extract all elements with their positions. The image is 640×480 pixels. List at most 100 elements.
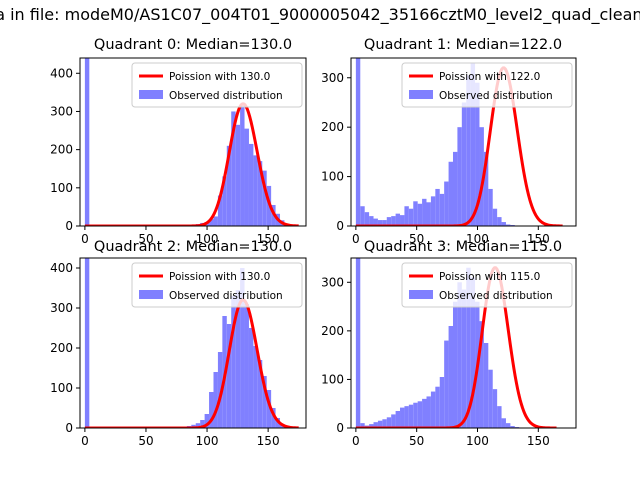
histogram-bar — [377, 220, 383, 226]
legend-bar-swatch — [409, 90, 433, 99]
poisson-curve — [355, 266, 557, 428]
histogram-bar — [413, 201, 418, 226]
histogram-bar — [426, 396, 431, 428]
y-tick-label: 300 — [50, 301, 73, 315]
legend-label-observed: Observed distribution — [169, 290, 283, 302]
histogram-bar — [271, 408, 276, 428]
histogram-bar — [501, 222, 506, 226]
histogram-bar — [430, 196, 436, 226]
histogram-bar — [209, 392, 214, 428]
axes-frame — [350, 57, 577, 227]
histogram-bar — [253, 155, 258, 226]
legend-bar-swatch — [139, 90, 163, 99]
histogram-bar — [461, 102, 467, 226]
legend-label-poisson: Poission with 130.0 — [169, 71, 270, 83]
histogram-bar — [217, 352, 223, 428]
histogram-bar — [452, 151, 458, 226]
histogram-bar — [417, 401, 423, 428]
y-tick-label: 200 — [50, 341, 73, 355]
x-tick-label: 100 — [196, 232, 219, 246]
y-tick-label: 200 — [50, 143, 73, 157]
histogram-bar — [404, 206, 409, 226]
histogram-bar — [426, 202, 431, 226]
histogram-bar — [457, 127, 462, 226]
histogram-bar — [262, 170, 267, 226]
histogram-bar — [505, 423, 511, 428]
histogram-bar — [488, 188, 493, 226]
y-tick-label: 0 — [336, 219, 344, 233]
legend-label-observed: Observed distribution — [439, 90, 553, 102]
legend: Poission with 115.0 Observed distribution — [401, 262, 573, 308]
histogram-bar — [408, 404, 414, 428]
histogram-bar — [244, 304, 249, 428]
histogram-bar — [457, 282, 462, 428]
y-tick-label: 100 — [50, 181, 73, 195]
histogram-bar — [400, 215, 405, 226]
histogram-bar — [470, 62, 476, 226]
x-tick-label: 100 — [196, 434, 219, 448]
histogram-bar — [240, 103, 245, 226]
histogram-bar — [257, 360, 263, 428]
histogram-bar — [360, 206, 365, 226]
histogram-bar — [461, 289, 467, 428]
histogram-bar — [84, 58, 90, 226]
subplot-title: Quadrant 0: Median=130.0 — [94, 37, 292, 53]
y-tick-label: 0 — [336, 421, 344, 435]
histogram-bar — [483, 343, 489, 428]
histogram-bar — [501, 418, 506, 428]
histogram-bar — [248, 328, 254, 428]
histogram-bar — [262, 376, 267, 428]
x-tick-label: 0 — [352, 232, 360, 246]
histogram-bar — [497, 217, 502, 226]
x-tick-label: 0 — [81, 434, 89, 448]
histogram-bar — [479, 321, 484, 428]
histogram-bar — [413, 402, 418, 428]
histogram-bar — [204, 414, 210, 428]
histogram-bar — [84, 258, 90, 428]
legend-box — [131, 262, 303, 308]
histogram-bar — [382, 419, 387, 428]
histogram-bar — [355, 58, 361, 226]
histogram-bar — [492, 208, 498, 226]
histogram-bar — [360, 423, 365, 428]
y-tick-label: 200 — [321, 324, 344, 338]
y-tick-label: 300 — [321, 275, 344, 289]
histogram-bar — [439, 377, 445, 428]
histogram-bar — [369, 424, 374, 428]
histogram-bar — [435, 188, 440, 226]
histogram-bar — [452, 301, 458, 428]
axes-frame — [350, 257, 577, 429]
y-tick-label: 100 — [321, 170, 344, 184]
histogram-bar — [244, 128, 249, 226]
x-tick-label: 50 — [409, 434, 424, 448]
subplot-quadrant-0: 0 50 100 150 0 100 200 300 400 Poission with 130.… — [50, 37, 307, 246]
histogram-bar — [373, 218, 378, 226]
histogram-bar — [235, 290, 241, 428]
histogram-bar — [369, 216, 374, 226]
histogram-bar — [386, 417, 392, 428]
y-tick-label: 100 — [321, 372, 344, 386]
legend-label-observed: Observed distribution — [439, 290, 553, 302]
x-tick-label: 100 — [466, 232, 489, 246]
histogram-bar — [391, 414, 396, 428]
legend-box — [131, 62, 303, 108]
histogram-bar — [435, 386, 440, 428]
figure-suptitle: Data in file: modeM0/AS1C07_004T01_90000… — [0, 5, 640, 25]
histogram-bar — [213, 216, 218, 226]
histogram-bar — [470, 277, 476, 428]
histogram-bar — [510, 426, 515, 428]
histogram-bar — [448, 161, 453, 226]
x-tick-label: 100 — [466, 434, 489, 448]
axes-frame — [79, 257, 307, 429]
x-tick-label: 150 — [257, 232, 280, 246]
y-tick-label: 400 — [50, 66, 73, 80]
histogram-bar — [448, 326, 453, 428]
subplots: 0 50 100 150 0 100 200 300 400 Poission with 130.… — [50, 37, 577, 448]
legend: Poission with 130.0 Observed distribution — [131, 262, 303, 308]
histogram-bar — [408, 208, 414, 226]
y-tick-label: 200 — [321, 120, 344, 134]
histogram-bar — [483, 151, 489, 226]
y-tick-label: 100 — [50, 381, 73, 395]
x-tick-label: 0 — [81, 232, 89, 246]
histogram-bar — [417, 203, 423, 226]
